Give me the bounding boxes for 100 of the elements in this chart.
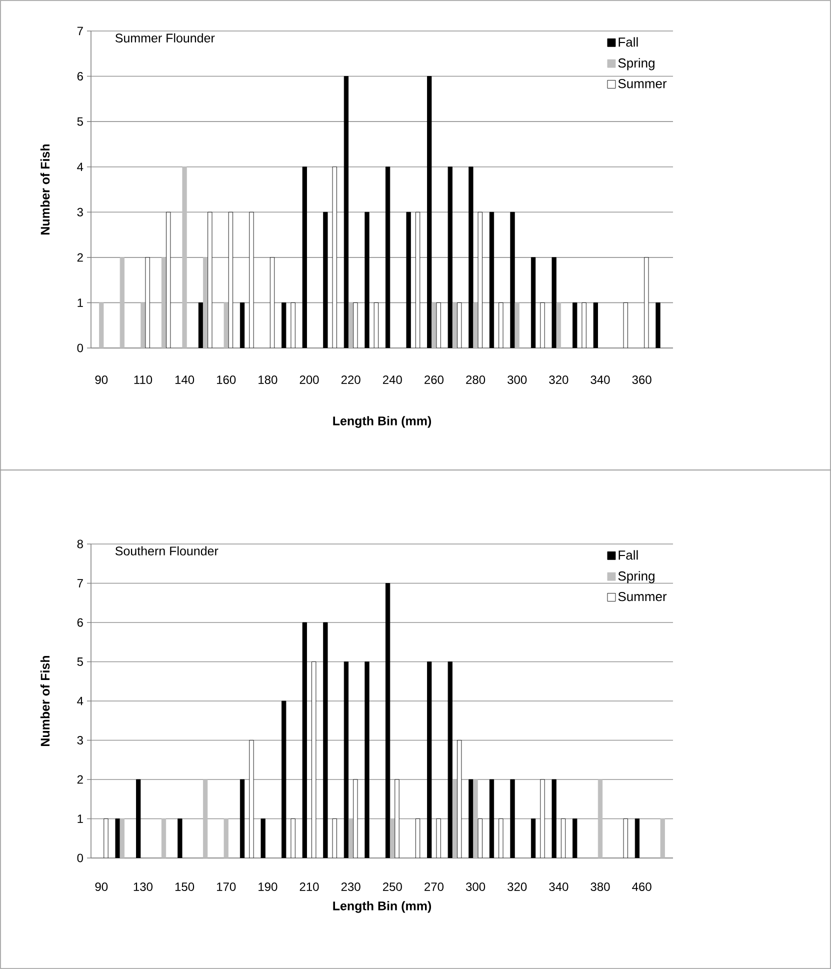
bar: [344, 662, 349, 858]
bar: [312, 662, 316, 858]
bar: [468, 779, 474, 858]
bar: [406, 212, 411, 348]
chart-title: Summer Flounder: [115, 33, 215, 42]
bar: [290, 302, 296, 348]
y-tick-label: 4: [77, 696, 84, 706]
bar: [282, 700, 286, 858]
y-tick-label: 4: [77, 162, 84, 171]
bar: [457, 302, 462, 348]
bar: [478, 212, 482, 348]
x-tick-label: 150: [175, 882, 194, 892]
y-tick-label: 6: [77, 72, 83, 81]
bar: [448, 166, 452, 348]
x-tick-label: 220: [341, 376, 360, 384]
bar: [385, 583, 390, 858]
bar: [353, 779, 358, 858]
x-axis-title: Length Bin (mm): [333, 416, 432, 428]
x-tick-label: 130: [134, 882, 152, 892]
bar: [572, 302, 578, 348]
y-tick-label: 1: [78, 814, 83, 823]
bar: [240, 779, 245, 858]
bar: [540, 779, 545, 858]
bar: [344, 76, 349, 348]
bar: [478, 818, 482, 858]
bar: [552, 257, 556, 348]
x-axis-title: Length Bin (mm): [333, 901, 432, 913]
bar: [427, 76, 432, 348]
legend-label: Spring: [618, 571, 654, 584]
x-tick-label: 320: [508, 882, 527, 892]
bar: [198, 302, 204, 348]
bar: [260, 818, 266, 858]
bar: [145, 257, 150, 348]
legend-label: Fall: [618, 37, 638, 47]
bar: [593, 302, 598, 348]
y-tick-label: 5: [77, 117, 83, 126]
x-tick-label: 110: [134, 376, 152, 384]
bar: [385, 166, 390, 348]
bar: [270, 257, 275, 348]
x-tick-label: 280: [466, 376, 486, 384]
x-tick-label: 300: [508, 376, 527, 384]
bar: [290, 818, 296, 858]
y-axis-title: Number of Fish: [40, 144, 50, 234]
x-tick-label: 190: [258, 882, 278, 892]
bar: [510, 779, 515, 858]
x-tick-label: 90: [95, 376, 108, 384]
x-tick-label: 250: [382, 882, 402, 892]
legend-label: Fall: [618, 550, 638, 560]
y-axis-title: Number of Fish: [40, 656, 50, 746]
x-tick-label: 180: [258, 376, 278, 384]
y-tick-label: 7: [77, 579, 83, 588]
bar: [468, 166, 474, 348]
bar: [374, 302, 379, 348]
legend-label: Summer: [618, 592, 667, 602]
x-tick-label: 340: [549, 882, 568, 892]
y-tick-label: 3: [77, 736, 83, 744]
bar: [530, 818, 536, 858]
bar: [323, 622, 328, 858]
bar: [489, 212, 494, 348]
x-tick-label: 300: [466, 882, 486, 892]
x-tick-label: 460: [632, 882, 652, 892]
bar: [498, 302, 504, 348]
x-tick-label: 90: [95, 882, 108, 892]
x-tick-label: 170: [217, 882, 236, 892]
x-tick-label: 380: [590, 882, 610, 892]
x-tick-label: 360: [632, 376, 652, 384]
bar: [510, 212, 515, 348]
bar: [489, 779, 494, 858]
bar: [436, 302, 441, 348]
bar: [249, 740, 254, 858]
bar: [302, 622, 307, 858]
bar: [282, 302, 286, 348]
bar: [104, 818, 108, 858]
y-tick-label: 1: [78, 298, 83, 307]
bar: [415, 212, 420, 348]
y-tick-label: 0: [77, 344, 84, 352]
bar: [178, 818, 182, 858]
legend-label: Spring: [618, 58, 654, 70]
x-tick-label: 140: [175, 376, 194, 384]
bar: [166, 212, 171, 348]
chart-title: Southern Flounder: [115, 546, 218, 556]
bar: [323, 212, 328, 348]
x-tick-label: 210: [300, 882, 319, 892]
bar: [457, 740, 462, 858]
y-tick-label: 2: [77, 775, 83, 784]
bar: [552, 779, 556, 858]
x-tick-label: 260: [424, 376, 444, 384]
bar: [436, 818, 441, 858]
bar: [634, 818, 640, 858]
bar: [332, 166, 337, 348]
bar: [623, 818, 628, 858]
bar: [656, 302, 660, 348]
bar: [364, 662, 370, 858]
y-tick-label: 7: [77, 26, 83, 36]
bar: [228, 212, 234, 348]
bar: [364, 212, 370, 348]
bar: [353, 302, 358, 348]
bar: [540, 302, 545, 348]
bar: [332, 818, 337, 858]
x-tick-label: 230: [341, 882, 360, 892]
